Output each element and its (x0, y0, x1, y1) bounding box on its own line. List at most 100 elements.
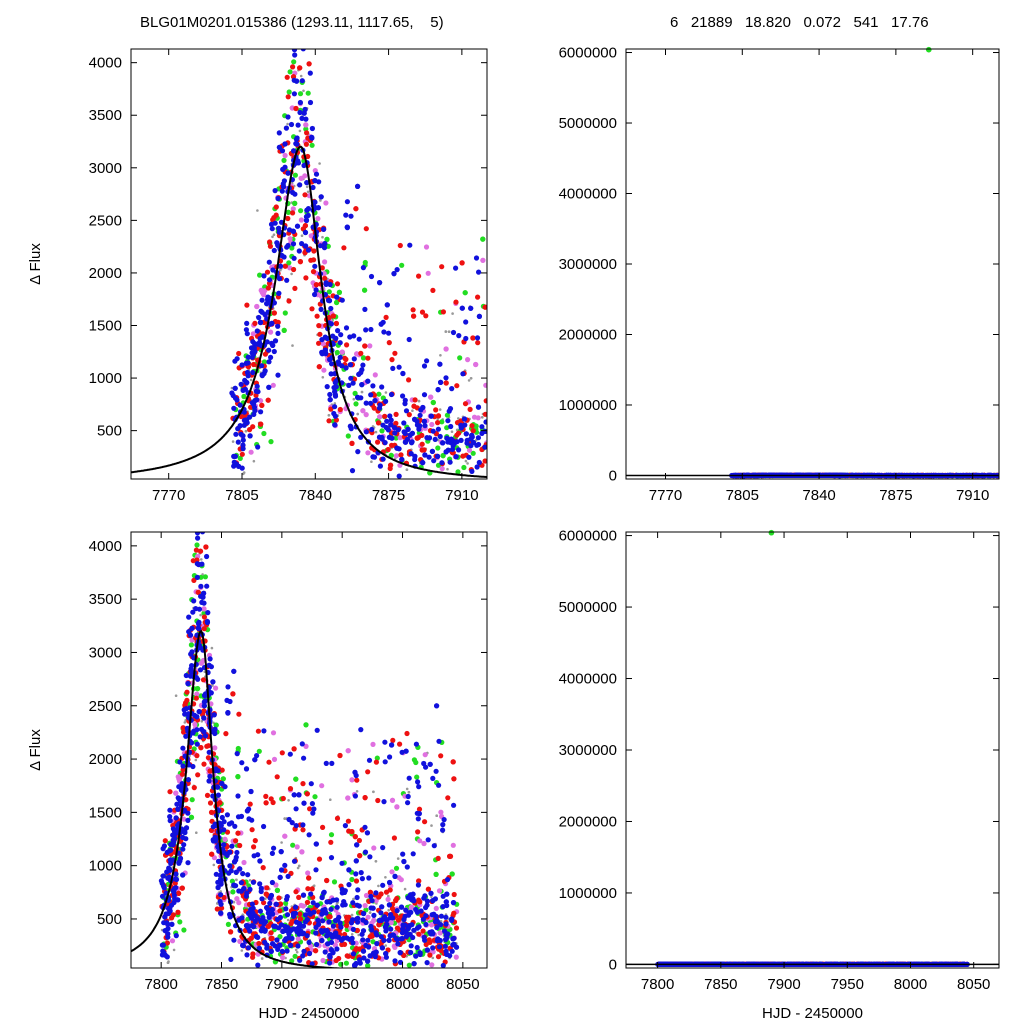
data-point-blue (468, 436, 474, 442)
data-point-blue (416, 426, 422, 432)
data-point-blue (303, 217, 310, 223)
data-point-blue (444, 435, 450, 441)
data-point-blue (474, 464, 480, 470)
data-point-blue (255, 444, 261, 450)
data-point-blue (317, 243, 323, 249)
data-point-blue (421, 392, 428, 398)
data-point-blue (309, 125, 315, 132)
data-point-blue (392, 430, 398, 436)
data-point-blue (354, 894, 360, 901)
data-point-red (469, 423, 475, 429)
data-point-blue (321, 226, 327, 232)
data-point-red (412, 397, 418, 403)
data-point-blue (391, 271, 397, 277)
data-point-red (304, 791, 310, 797)
data-point-magenta (465, 357, 471, 363)
data-point-red (453, 925, 460, 931)
data-point-magenta (483, 382, 487, 388)
data-point-green (480, 236, 486, 242)
data-point-red (326, 315, 332, 321)
data-point-blue (290, 241, 297, 247)
data-point-blue (406, 775, 412, 781)
data-point-green (326, 289, 332, 295)
data-point-gray (230, 386, 234, 390)
data-point-blue (271, 348, 277, 355)
data-point-green (462, 290, 468, 296)
data-point-blue (475, 435, 481, 441)
data-point-green (195, 686, 201, 692)
plot-frame (130, 48, 488, 480)
data-point-blue (252, 341, 258, 347)
data-point-gray (417, 399, 421, 403)
data-point-red (353, 946, 359, 952)
data-point-magenta (394, 804, 400, 810)
data-point-green (457, 355, 463, 361)
data-point-blue (409, 922, 415, 928)
data-point-blue (380, 882, 386, 888)
data-point-blue (297, 182, 303, 188)
data-point-blue (377, 402, 383, 408)
data-point-blue (239, 760, 245, 766)
data-point-red (319, 265, 325, 271)
x-tick-label: 7875 (879, 487, 912, 504)
data-point-blue (281, 184, 287, 190)
data-point-blue (242, 417, 248, 423)
data-point-blue (312, 291, 318, 298)
data-point-magenta (294, 844, 300, 850)
data-point-magenta (305, 870, 311, 876)
data-point-green (360, 355, 367, 361)
data-point-blue (360, 265, 366, 271)
y-tick-label: 2000000 (559, 326, 617, 343)
data-point-gray (252, 459, 256, 463)
data-point-gray (264, 897, 267, 900)
data-point-blue (396, 364, 402, 370)
data-point-blue (408, 943, 414, 949)
data-point-red (358, 350, 364, 356)
data-point-gray (350, 913, 354, 917)
data-point-blue (328, 371, 334, 377)
data-point-gray (469, 377, 473, 380)
data-point-red (475, 294, 481, 300)
data-point-blue (394, 267, 400, 273)
data-point-blue (319, 351, 325, 357)
data-point-magenta (437, 930, 443, 936)
data-point-blue (258, 409, 264, 415)
data-point-gray (272, 233, 276, 236)
data-point-blue (377, 463, 383, 469)
data-point-red (282, 263, 288, 269)
data-point-blue (403, 408, 410, 414)
data-point-gray (260, 957, 264, 960)
data-point-blue (319, 337, 325, 343)
data-point-blue (329, 361, 335, 367)
data-point-red (230, 691, 236, 697)
data-point-red (393, 897, 399, 904)
data-point-green (287, 69, 293, 75)
data-point-magenta (212, 745, 218, 751)
data-point-green (406, 962, 412, 968)
data-point-blue (283, 906, 289, 912)
data-point-green (282, 310, 288, 316)
data-point-red (279, 750, 285, 756)
data-point-magenta (194, 691, 200, 697)
data-point-blue (413, 741, 419, 747)
data-point-blue (412, 453, 418, 459)
data-point-blue (409, 440, 415, 446)
data-point-red (271, 310, 277, 316)
data-point-blue (286, 816, 292, 823)
data-point-red (425, 886, 431, 892)
data-point-blue (468, 305, 474, 311)
data-point-blue (291, 255, 297, 261)
data-point-red (304, 130, 310, 136)
data-point-red (261, 900, 267, 906)
plot-area (131, 532, 460, 968)
data-point-red (462, 401, 469, 407)
data-point-green (285, 209, 291, 215)
data-point-blue (252, 398, 258, 404)
data-point-blue (222, 784, 228, 790)
data-point-gray (296, 866, 300, 870)
data-point-red (334, 815, 341, 822)
data-point-magenta (270, 730, 277, 736)
data-point-gray (350, 933, 354, 936)
data-point-blue (221, 842, 227, 848)
